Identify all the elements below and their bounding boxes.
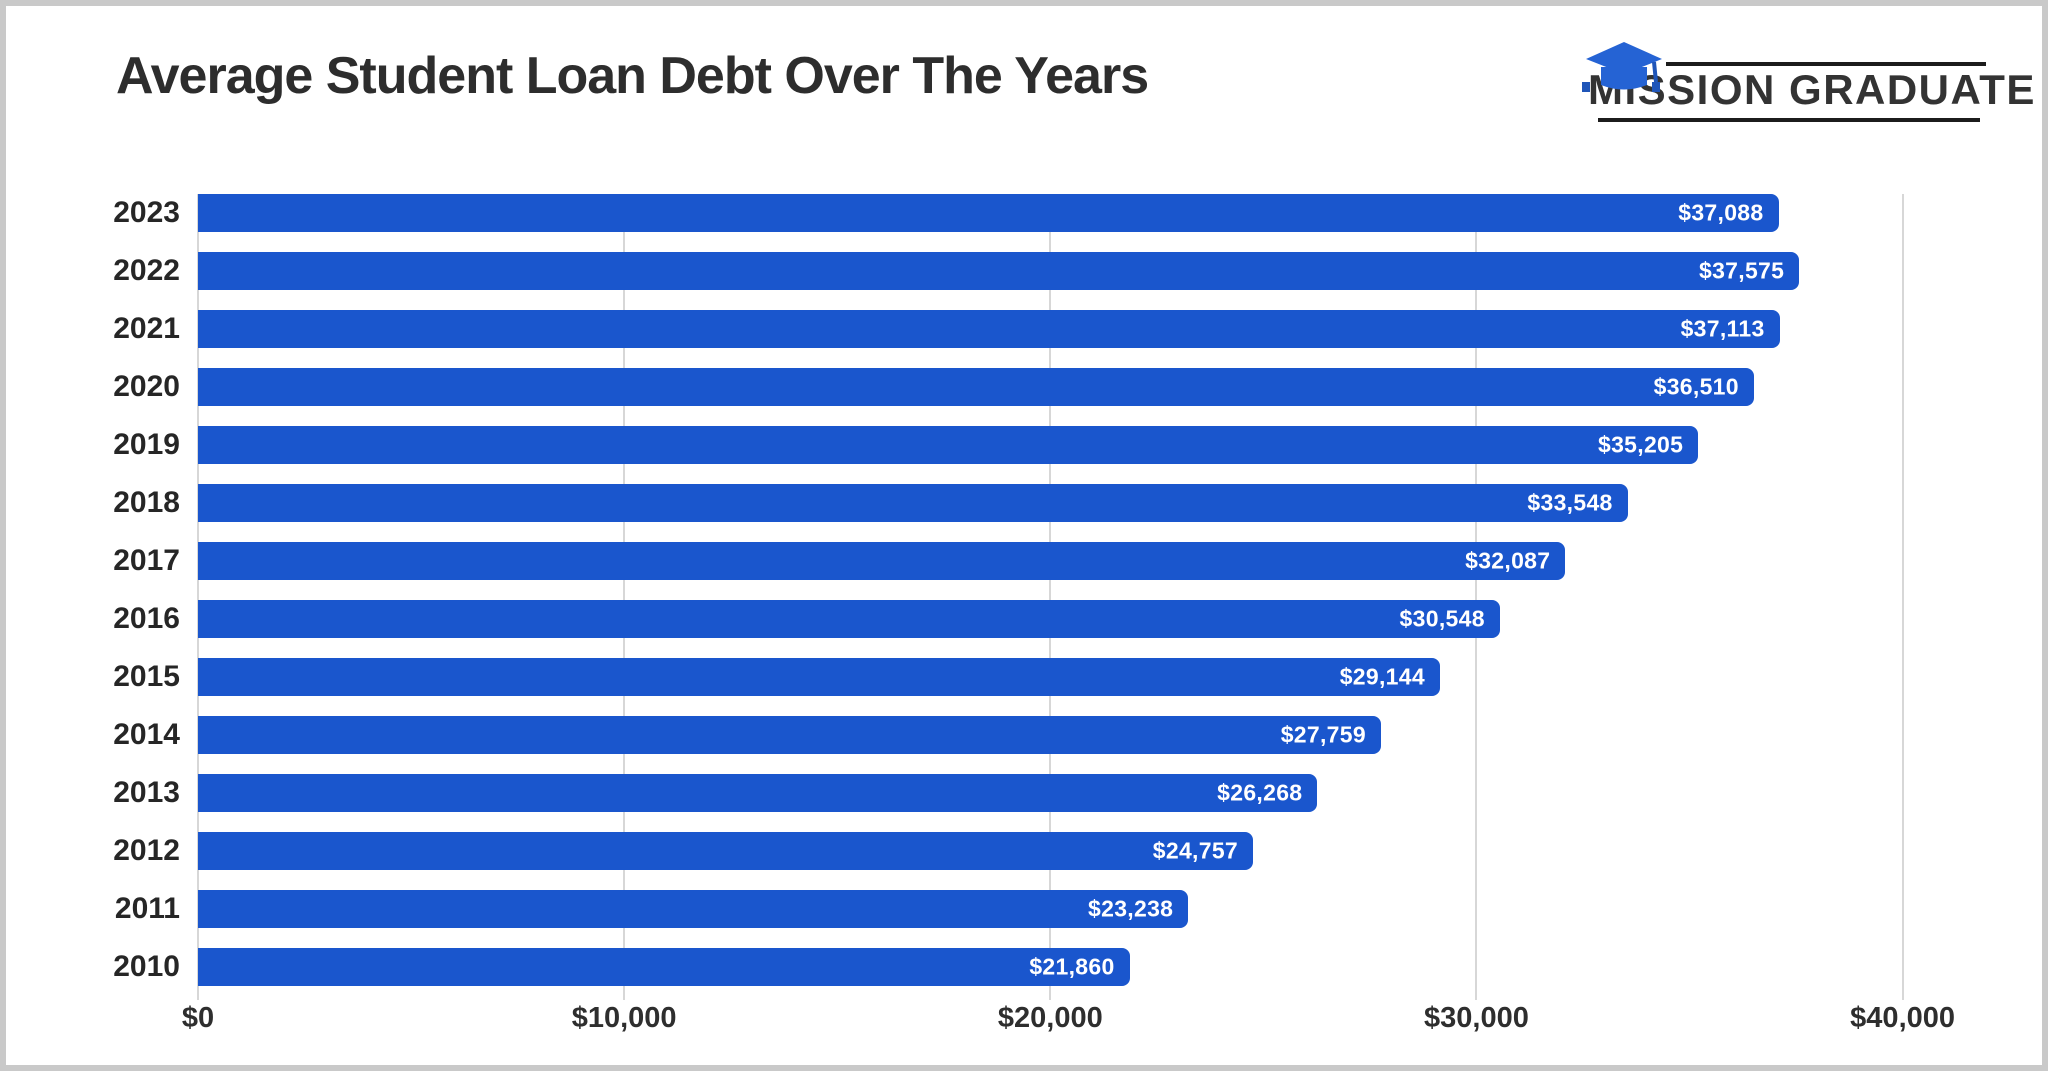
bar-track: $26,268 <box>198 774 1958 812</box>
chart-row: 2017 $32,087 <box>98 542 1958 600</box>
bar-track: $29,144 <box>198 658 1958 696</box>
x-tick-label: $30,000 <box>1424 1002 1529 1034</box>
debt-bar: $26,268 <box>198 774 1318 812</box>
gridline <box>1901 194 1904 1000</box>
bar-value-label: $27,759 <box>1280 721 1366 748</box>
chart-row: 2011 $23,238 <box>98 890 1958 948</box>
year-label: 2012 <box>113 834 180 867</box>
bar-value-label: $37,088 <box>1678 199 1764 226</box>
bar-track: $37,113 <box>198 310 1958 348</box>
debt-bar: $36,510 <box>198 368 1754 406</box>
chart-rows: 2023 $37,088 2022 $37,575 2021 $37,113 2020 $36… <box>98 194 1958 1006</box>
bar-track: $27,759 <box>198 716 1958 754</box>
debt-bar: $33,548 <box>198 484 1628 522</box>
gridlines <box>197 194 1958 1000</box>
debt-bar: $29,144 <box>198 658 1440 696</box>
x-tick-label: $40,000 <box>1850 1002 1956 1034</box>
bar-track: $33,548 <box>198 484 1958 522</box>
year-label: 2013 <box>113 776 180 809</box>
debt-bar: $23,238 <box>198 890 1189 928</box>
bar-value-label: $21,860 <box>1029 953 1115 980</box>
x-tick-label: $0 <box>181 1002 215 1034</box>
year-label: 2021 <box>113 312 180 345</box>
graduation-cap-icon <box>1582 40 1666 105</box>
chart-row: 2015 $29,144 <box>98 658 1958 716</box>
bar-value-label: $36,510 <box>1653 373 1739 400</box>
bar-track: $24,757 <box>198 832 1958 870</box>
bar-track: $36,510 <box>198 368 1958 406</box>
chart-row: 2018 $33,548 <box>98 484 1958 542</box>
bar-track: $21,860 <box>198 948 1958 986</box>
bar-value-label: $37,113 <box>1680 315 1765 342</box>
logo-bottom-rule <box>1598 118 1980 122</box>
header: Average Student Loan Debt Over The Years… <box>116 42 2036 122</box>
gridline <box>1049 194 1052 1000</box>
gridline <box>197 194 199 1000</box>
debt-bar: $37,088 <box>198 194 1779 232</box>
chart-row: 2023 $37,088 <box>98 194 1958 252</box>
year-label: 2015 <box>113 660 180 693</box>
chart-row: 2013 $26,268 <box>98 774 1958 832</box>
logo-text: MISSION GRADUATE <box>1588 66 2036 113</box>
chart-row: 2014 $27,759 <box>98 716 1958 774</box>
year-label: 2010 <box>113 950 180 983</box>
chart-row: 2020 $36,510 <box>98 368 1958 426</box>
debt-bar: $37,575 <box>198 252 1800 290</box>
bar-track: $37,088 <box>198 194 1958 232</box>
bar-track: $35,205 <box>198 426 1958 464</box>
bar-value-label: $37,575 <box>1699 257 1785 284</box>
year-label: 2017 <box>113 544 180 577</box>
bar-value-label: $32,087 <box>1465 547 1551 574</box>
bar-value-label: $23,238 <box>1088 895 1174 922</box>
year-label: 2014 <box>113 718 180 751</box>
year-label: 2016 <box>113 602 180 635</box>
debt-bar: $32,087 <box>198 542 1566 580</box>
bar-track: $32,087 <box>198 542 1958 580</box>
bar-value-label: $35,205 <box>1598 431 1684 458</box>
year-label: 2020 <box>113 370 180 403</box>
mission-graduate-logo: MISSION GRADUATE <box>1582 42 2036 122</box>
bar-value-label: $29,144 <box>1339 663 1425 690</box>
debt-bar: $35,205 <box>198 426 1699 464</box>
year-label: 2019 <box>113 428 180 461</box>
bar-value-label: $33,548 <box>1527 489 1613 516</box>
bar-track: $30,548 <box>198 600 1958 638</box>
bar-value-label: $24,757 <box>1152 837 1239 864</box>
chart-row: 2010 $21,860 <box>98 948 1958 1006</box>
debt-bar: $21,860 <box>198 948 1130 986</box>
debt-bar: $30,548 <box>198 600 1500 638</box>
chart-row: 2012 $24,757 <box>98 832 1958 890</box>
gridline <box>623 194 626 1000</box>
gridline <box>1475 194 1478 1000</box>
x-tick-label: $20,000 <box>997 1002 1103 1034</box>
bar-chart: 2023 $37,088 2022 $37,575 2021 $37,113 2020 $36… <box>98 194 1958 1040</box>
year-label: 2023 <box>113 196 180 229</box>
debt-bar: $27,759 <box>198 716 1381 754</box>
year-label: 2018 <box>113 486 180 519</box>
debt-bar: $37,113 <box>198 310 1780 348</box>
year-label: 2011 <box>114 892 180 925</box>
x-axis: $0 $10,000 $20,000 $30,000 $40,000 <box>182 996 1958 1040</box>
x-tick-label: $10,000 <box>571 1002 677 1034</box>
bar-track: $37,575 <box>198 252 1958 290</box>
logo-top-rule <box>1666 62 1986 66</box>
page-title: Average Student Loan Debt Over The Years <box>116 47 1149 105</box>
chart-row: 2022 $37,575 <box>98 252 1958 310</box>
chart-row: 2016 $30,548 <box>98 600 1958 658</box>
bar-value-label: $30,548 <box>1399 605 1485 632</box>
year-label: 2022 <box>113 254 180 287</box>
chart-row: 2019 $35,205 <box>98 426 1958 484</box>
bar-track: $23,238 <box>198 890 1958 928</box>
debt-bar: $24,757 <box>198 832 1254 870</box>
chart-row: 2021 $37,113 <box>98 310 1958 368</box>
bar-value-label: $26,268 <box>1217 779 1303 806</box>
